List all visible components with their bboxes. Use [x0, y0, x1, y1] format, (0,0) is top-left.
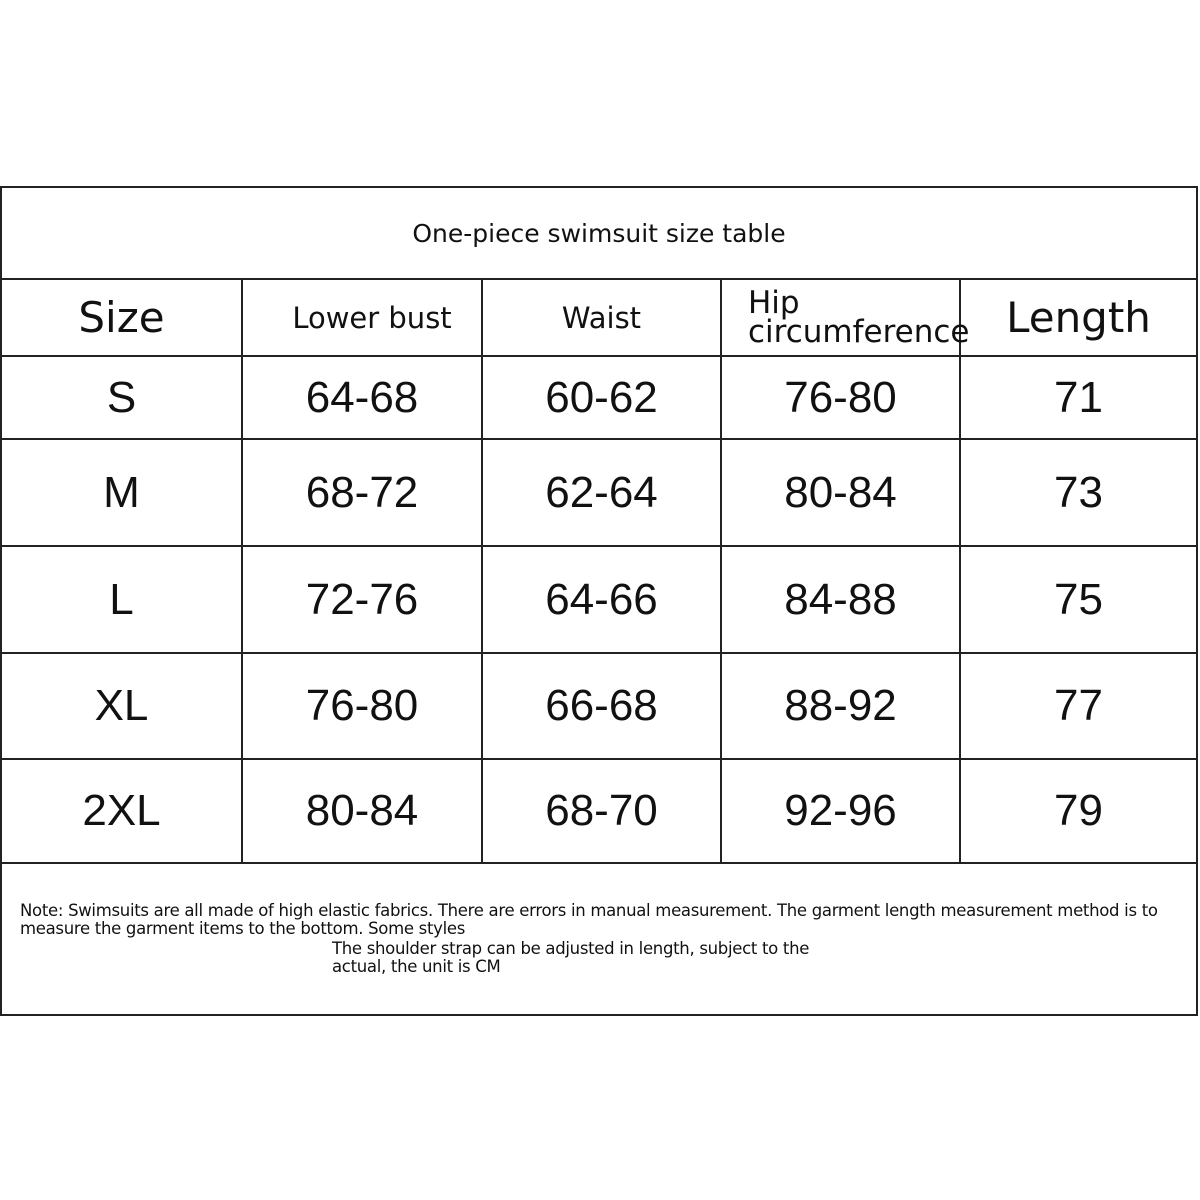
size-grid: Size Lower bust Waist Hip circumference L… [2, 280, 1196, 864]
cell-waist: 60-62 [481, 355, 722, 440]
header-hip: Hip circumference [720, 280, 970, 357]
cell-size: L [2, 545, 243, 654]
size-table: One-piece swimsuit size table Size Lower… [0, 186, 1198, 1016]
table-row: M 68-72 62-64 80-84 73 [2, 438, 1196, 547]
cell-lower-bust: 72-76 [241, 545, 483, 654]
cell-hip: 76-80 [720, 355, 961, 440]
cell-length: 77 [959, 652, 1196, 760]
table-row: 2XL 80-84 68-70 92-96 79 [2, 758, 1196, 864]
header-size: Size [2, 280, 243, 357]
cell-waist: 68-70 [481, 758, 722, 864]
cell-length: 71 [959, 355, 1196, 440]
cell-lower-bust: 64-68 [241, 355, 483, 440]
table-row: XL 76-80 66-68 88-92 77 [2, 652, 1196, 760]
cell-length: 73 [959, 438, 1196, 547]
cell-waist: 66-68 [481, 652, 722, 760]
table-title: One-piece swimsuit size table [2, 188, 1196, 280]
cell-lower-bust: 68-72 [241, 438, 483, 547]
cell-length: 79 [959, 758, 1196, 864]
cell-hip: 80-84 [720, 438, 961, 547]
table-row: S 64-68 60-62 76-80 71 [2, 355, 1196, 440]
note-line-1: Note: Swimsuits are all made of high ela… [20, 901, 1158, 938]
cell-size: XL [2, 652, 243, 760]
cell-waist: 64-66 [481, 545, 722, 654]
table-row: L 72-76 64-66 84-88 75 [2, 545, 1196, 654]
cell-hip: 84-88 [720, 545, 961, 654]
header-hip-line1: Hip [748, 284, 800, 321]
header-length: Length [959, 280, 1196, 357]
measurement-note: Note: Swimsuits are all made of high ela… [20, 902, 1196, 976]
header-row: Size Lower bust Waist Hip circumference L… [2, 280, 1196, 357]
cell-hip: 92-96 [720, 758, 961, 864]
header-hip-line2: circumference [748, 313, 970, 350]
cell-size: M [2, 438, 243, 547]
cell-size: 2XL [2, 758, 243, 864]
header-lower-bust: Lower bust [241, 280, 483, 357]
cell-size: S [2, 355, 243, 440]
cell-hip: 88-92 [720, 652, 961, 760]
cell-waist: 62-64 [481, 438, 722, 547]
cell-lower-bust: 76-80 [241, 652, 483, 760]
cell-length: 75 [959, 545, 1196, 654]
cell-lower-bust: 80-84 [241, 758, 483, 864]
note-line-2: The shoulder strap can be adjusted in le… [332, 939, 810, 976]
header-waist: Waist [481, 280, 722, 357]
